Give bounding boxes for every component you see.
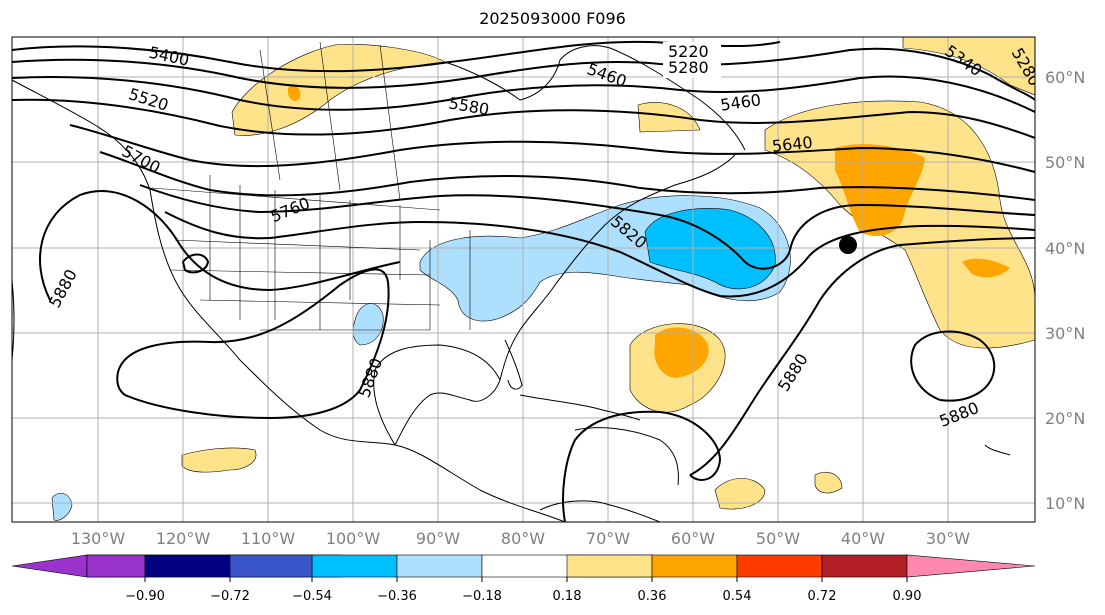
colorbar-segment — [144, 554, 231, 578]
lat-lon-grid — [12, 37, 1035, 522]
lat-label: 20°N — [1045, 409, 1085, 428]
lon-label: 40°W — [841, 529, 885, 548]
map-border — [11, 36, 1036, 523]
colorbar-ticks — [144, 577, 908, 582]
longitude-labels: 130°W 120°W 110°W 100°W 90°W 80°W 70°W 6… — [71, 529, 970, 548]
colorbar-segment — [736, 554, 823, 578]
contour-label-5280-east: 5280 — [668, 58, 709, 77]
lon-label: 80°W — [501, 529, 545, 548]
colorbar-tick-label: −0.72 — [210, 589, 250, 604]
orange-anomaly-shading — [288, 85, 1010, 378]
colorbar-tick-label: −0.36 — [377, 589, 417, 604]
colorbar-tick-label: −0.18 — [462, 589, 502, 604]
latitude-labels: 60°N 50°N 40°N 30°N 20°N 10°N — [1045, 68, 1085, 513]
state-borders — [151, 41, 471, 331]
map-title: 2025093000 F096 — [479, 9, 626, 28]
lat-label: 40°N — [1045, 239, 1085, 258]
colorbar-tick-label: −0.54 — [292, 589, 332, 604]
colorbar-tick-label: 0.90 — [893, 589, 922, 604]
colorbar-low-segment — [86, 554, 146, 578]
colorbar-segment — [311, 554, 398, 578]
lat-label: 50°N — [1045, 153, 1085, 172]
lat-label: 30°N — [1045, 324, 1085, 343]
contour-label-5640: 5640 — [771, 133, 813, 156]
lon-label: 70°W — [586, 529, 630, 548]
lon-label: 50°W — [756, 529, 800, 548]
colorbar-under-triangle — [11, 554, 88, 578]
colorbar-segment — [229, 554, 313, 578]
colorbar-over-triangle — [906, 554, 1036, 578]
colorbar-segment — [821, 554, 908, 578]
lat-label: 10°N — [1045, 494, 1085, 513]
lon-label: 60°W — [671, 529, 715, 548]
lon-label: 110°W — [241, 529, 296, 548]
colorbar — [11, 554, 1036, 578]
lon-label: 100°W — [326, 529, 381, 548]
coastlines — [12, 45, 1011, 522]
colorbar-tick-label: −0.90 — [125, 589, 165, 604]
storm-marker-dot — [839, 236, 857, 254]
lon-label: 120°W — [156, 529, 211, 548]
lon-label: 30°W — [926, 529, 970, 548]
colorbar-tick-label: 0.72 — [808, 589, 837, 604]
colorbar-segment — [651, 554, 738, 578]
lat-label: 60°N — [1045, 68, 1085, 87]
colorbar-segment — [396, 554, 483, 578]
colorbar-tick-labels: −0.90 −0.72 −0.54 −0.36 −0.18 0.18 0.36 … — [125, 589, 921, 604]
colorbar-segment — [566, 554, 653, 578]
lon-label: 130°W — [71, 529, 126, 548]
colorbar-tick-label: 0.36 — [638, 589, 667, 604]
contour-label-5220: 5220 — [668, 42, 709, 61]
colorbar-tick-label: 0.54 — [723, 589, 752, 604]
height-contours — [12, 40, 1035, 522]
colorbar-tick-label: 0.18 — [553, 589, 582, 604]
lon-label: 90°W — [416, 529, 460, 548]
